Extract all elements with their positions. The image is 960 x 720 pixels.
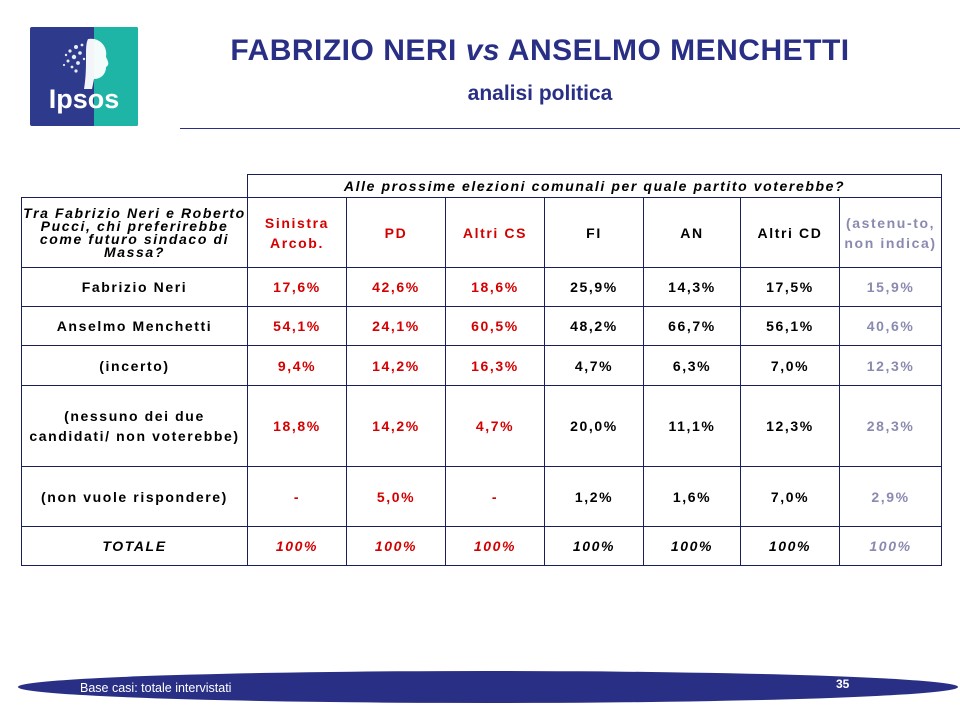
table-row: (incerto) 9,4% 14,2% 16,3% 4,7% 6,3% 7,0… (21, 345, 943, 386)
table-cell: 12,3% (740, 385, 840, 467)
table-cell: 9,4% (247, 345, 347, 386)
table-cell: 42,6% (346, 267, 446, 307)
table-cell: 60,5% (445, 306, 545, 346)
table-cell: 17,6% (247, 267, 347, 307)
logo-head-icon (62, 38, 109, 89)
question-header: Alle prossime elezioni comunali per qual… (246, 174, 943, 198)
title-vs: vs (465, 34, 501, 67)
table-cell: 100% (740, 526, 840, 566)
table-cell: 4,7% (445, 385, 545, 467)
row-label: Anselmo Menchetti (21, 306, 248, 346)
table-cell: 5,0% (346, 466, 446, 527)
table-cell: 24,1% (346, 306, 446, 346)
col-header: AN (643, 197, 741, 268)
table-cell: 100% (445, 526, 545, 566)
table-cell: 25,9% (544, 267, 644, 307)
table-cell: - (247, 466, 347, 527)
question-header-row: Alle prossime elezioni comunali per qual… (22, 174, 943, 198)
table-cell: 48,2% (544, 306, 644, 346)
row-label: (nessuno dei due candidati/ non voterebb… (21, 385, 248, 467)
table-row: Fabrizio Neri 17,6% 42,6% 18,6% 25,9% 14… (21, 267, 943, 307)
table-row: (non vuole rispondere) - 5,0% - 1,2% 1,6… (21, 466, 943, 527)
crosstab-table: Alle prossime elezioni comunali per qual… (21, 174, 943, 566)
table-cell: 7,0% (740, 345, 840, 386)
col-header: FI (544, 197, 644, 268)
title-candidate-a: FABRIZIO NERI (230, 34, 466, 67)
table-cell: 1,6% (643, 466, 741, 527)
col-header: Altri CD (740, 197, 840, 268)
table-cell: 15,9% (838, 267, 943, 307)
col-header: (astenu-to, non indica) (838, 197, 943, 268)
col-header: Altri CS (445, 197, 545, 268)
table-cell: 14,3% (643, 267, 741, 307)
table-cell: 14,2% (346, 385, 446, 467)
table-cell: 18,6% (445, 267, 545, 307)
table-cell: 12,3% (838, 345, 943, 386)
ipsos-logo: Ipsos (30, 27, 138, 126)
table-cell: 11,1% (643, 385, 741, 467)
title-divider (180, 128, 960, 129)
corner-cell (22, 175, 248, 198)
total-row: TOTALE 100% 100% 100% 100% 100% 100% 100… (21, 526, 943, 566)
table-cell: 6,3% (643, 345, 741, 386)
table-cell: 28,3% (838, 385, 943, 467)
footer-note: Base casi: totale intervistati (80, 681, 232, 695)
table-cell: 1,2% (544, 466, 644, 527)
col-header: Sinistra Arcob. (247, 197, 347, 268)
table-cell: 16,3% (445, 345, 545, 386)
table-cell: 66,7% (643, 306, 741, 346)
table-row: (nessuno dei due candidati/ non voterebb… (21, 385, 943, 467)
table-cell: 100% (643, 526, 741, 566)
row-label: Fabrizio Neri (21, 267, 248, 307)
table-cell: 17,5% (740, 267, 840, 307)
table-cell: 100% (346, 526, 446, 566)
table-cell: 100% (838, 526, 943, 566)
table-cell: 20,0% (544, 385, 644, 467)
table-cell: 56,1% (740, 306, 840, 346)
table-cell: 40,6% (838, 306, 943, 346)
page-subtitle: analisi politica (467, 82, 613, 105)
col-header: PD (346, 197, 446, 268)
table-cell: 100% (247, 526, 347, 566)
table-cell: 2,9% (838, 466, 943, 527)
row-label: TOTALE (21, 526, 248, 566)
table-cell: 14,2% (346, 345, 446, 386)
table-cell: 100% (544, 526, 644, 566)
table-cell: 18,8% (247, 385, 347, 467)
title-candidate-b: ANSELMO MENCHETTI (500, 34, 850, 67)
column-header-row: Tra Fabrizio Neri e Roberto Pucci, chi p… (21, 197, 943, 268)
table-cell: 54,1% (247, 306, 347, 346)
page-title: FABRIZIO NERI vs ANSELMO MENCHETTI (140, 34, 940, 68)
row-question: Tra Fabrizio Neri e Roberto Pucci, chi p… (21, 197, 248, 268)
logo-wordmark: Ipsos (48, 84, 120, 114)
table-cell: 4,7% (544, 345, 644, 386)
table-cell: 7,0% (740, 466, 840, 527)
footer-band (18, 671, 958, 703)
row-label: (non vuole rispondere) (21, 466, 248, 527)
table-cell: - (445, 466, 545, 527)
row-label: (incerto) (21, 345, 248, 386)
page-number: 35 (836, 677, 850, 691)
table-row: Anselmo Menchetti 54,1% 24,1% 60,5% 48,2… (21, 306, 943, 346)
